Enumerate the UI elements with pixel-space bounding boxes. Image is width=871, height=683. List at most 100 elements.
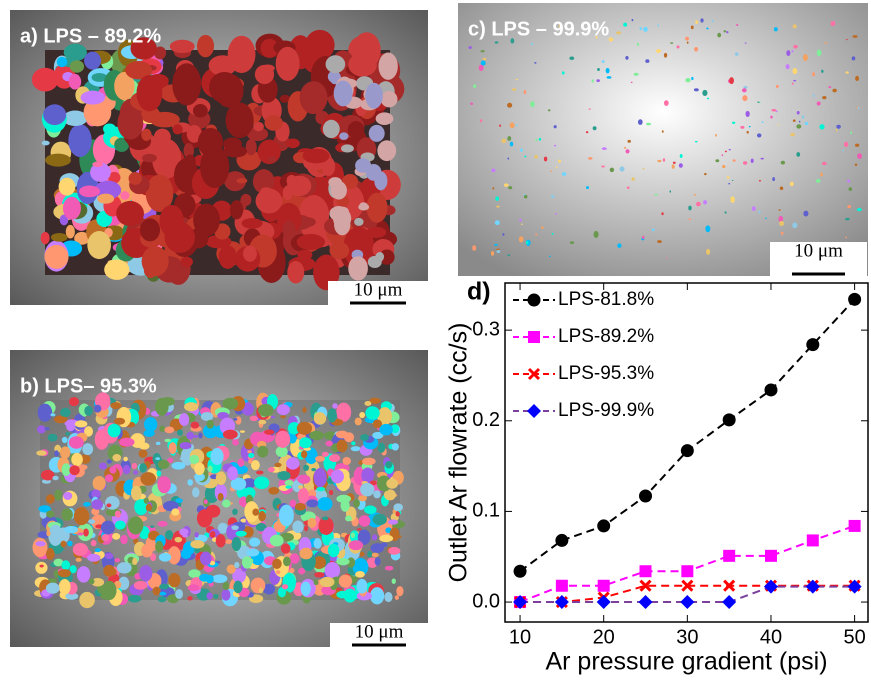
grain [516,149,518,150]
grain [233,581,242,594]
grain [107,459,112,463]
grain [331,181,347,199]
grain [670,42,673,44]
grain [274,463,281,467]
grain [602,147,607,150]
grain [396,511,400,516]
grain [188,584,200,591]
grain [562,71,565,74]
grain [272,559,281,569]
grain [521,224,523,225]
grain [142,154,157,163]
grain [61,508,73,521]
grain [44,245,68,269]
grain [63,197,81,220]
marker [765,550,777,562]
grain [555,213,557,215]
grain [307,518,316,528]
grain [159,584,169,590]
grain [327,408,336,422]
grain [392,443,399,450]
grain [844,142,848,147]
grain [117,562,132,573]
grain [223,582,230,590]
grain [492,187,494,189]
grain [179,413,189,426]
grain [700,18,703,22]
legend-label: LPS-81.8% [558,289,654,310]
grain [609,37,614,41]
grain [558,160,561,163]
grain [625,56,628,60]
grain [267,157,277,163]
grain [534,62,536,64]
grain [322,517,329,521]
grain [242,218,263,229]
grain [706,249,710,255]
grain [344,432,354,442]
grain [715,134,717,137]
grain [793,24,797,28]
grain [157,476,170,493]
grain [680,154,683,158]
grain [204,499,208,504]
grain [797,111,800,114]
grain [396,586,403,596]
grain [225,539,233,543]
grain [60,446,70,458]
scale-bar-label: 10 μm [354,279,403,300]
marker [640,565,652,577]
grain [516,79,518,80]
grain [770,116,772,119]
y-tick-label: 0.0 [472,590,500,612]
grain [703,200,707,204]
grain [704,173,706,175]
grain [691,77,693,80]
marker [723,413,736,426]
grain [336,591,349,598]
grain [736,24,738,26]
grain [760,158,763,160]
grain [638,119,643,125]
grain [495,220,500,225]
grain [246,139,257,155]
grain [158,460,169,469]
marker [849,520,861,532]
grain [385,461,392,469]
grain [520,148,523,152]
grain [845,236,847,238]
grain [356,579,367,594]
grain [187,479,193,485]
grain [230,200,243,219]
grain [303,149,330,164]
grain [268,467,275,472]
grain [524,155,526,157]
grain [314,579,319,585]
grain [93,476,106,491]
grain [119,438,135,447]
grain [379,535,393,543]
grain [712,20,714,23]
grain [353,499,360,508]
grain [628,140,631,143]
grain [77,566,90,583]
grain [652,228,655,231]
grain [200,551,212,565]
grain [589,108,591,109]
grain [69,465,79,475]
grain [336,495,351,503]
grain [89,579,95,585]
grain [802,115,804,118]
grain [819,124,824,130]
legend-label: LPS-95.3% [558,363,654,384]
grain [123,457,128,462]
grain [172,63,201,105]
grain [495,197,499,201]
grain [393,503,402,511]
grain [246,548,259,556]
grain [59,178,76,196]
grain [61,541,67,548]
grain [60,408,71,417]
grain [304,525,308,531]
grain [146,504,152,512]
